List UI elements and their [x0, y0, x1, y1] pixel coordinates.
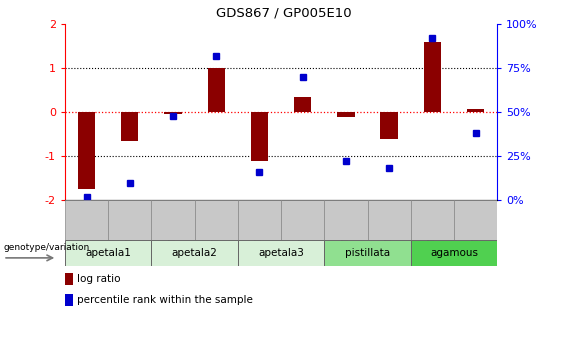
- Bar: [324, 200, 368, 240]
- Bar: [65, 294, 72, 306]
- Bar: [238, 240, 324, 266]
- Text: apetala2: apetala2: [172, 248, 218, 258]
- Bar: [281, 200, 324, 240]
- Text: log ratio: log ratio: [77, 274, 120, 284]
- Bar: [207, 68, 225, 112]
- Bar: [194, 200, 238, 240]
- Bar: [108, 200, 151, 240]
- Bar: [424, 42, 441, 112]
- Bar: [337, 112, 355, 117]
- Bar: [65, 200, 108, 240]
- Bar: [467, 109, 484, 112]
- Title: GDS867 / GP005E10: GDS867 / GP005E10: [216, 7, 352, 19]
- Text: percentile rank within the sample: percentile rank within the sample: [77, 295, 253, 305]
- Bar: [411, 240, 497, 266]
- Text: apetala3: apetala3: [258, 248, 304, 258]
- Text: genotype/variation: genotype/variation: [3, 243, 89, 252]
- Bar: [324, 240, 411, 266]
- Bar: [151, 200, 194, 240]
- Bar: [411, 200, 454, 240]
- Bar: [251, 112, 268, 160]
- Bar: [78, 112, 95, 189]
- Text: apetala1: apetala1: [85, 248, 131, 258]
- Bar: [164, 112, 182, 114]
- Bar: [368, 200, 411, 240]
- Bar: [454, 200, 497, 240]
- Bar: [121, 112, 138, 141]
- Bar: [151, 240, 238, 266]
- Bar: [294, 97, 311, 112]
- Bar: [238, 200, 281, 240]
- Bar: [380, 112, 398, 138]
- Text: agamous: agamous: [430, 248, 478, 258]
- Text: pistillata: pistillata: [345, 248, 390, 258]
- Bar: [65, 240, 151, 266]
- Bar: [65, 273, 72, 285]
